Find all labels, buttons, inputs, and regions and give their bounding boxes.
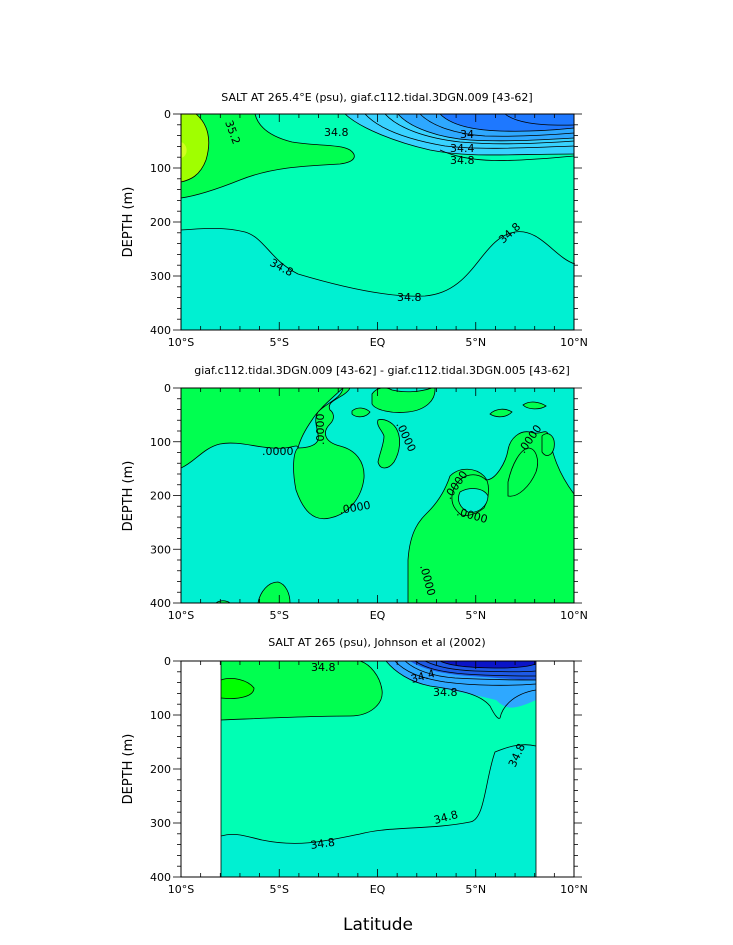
panel-2-positive-regions — [181, 388, 574, 603]
panel-3-contour-label: 34.4 — [409, 667, 436, 686]
panel-3-contour-lines — [221, 661, 536, 844]
x-tick-label: 10°N — [560, 609, 588, 622]
y-tick-label: 0 — [164, 382, 171, 395]
panel-3-axes: 10°S 5°S EQ 5°N 10°N 0 100 200 300 400 — [150, 655, 588, 896]
x-tick-label: 10°N — [560, 883, 588, 896]
panel-3-salty-region — [221, 661, 383, 720]
x-tick-label: 5°N — [465, 883, 486, 896]
panel-3-title: SALT AT 265 (psu), Johnson et al (2002) — [268, 636, 485, 649]
y-tick-label: 200 — [150, 490, 171, 503]
panel-1-saltiest-core — [181, 142, 187, 158]
y-tick-label: 100 — [150, 436, 171, 449]
y-tick-label: 200 — [150, 763, 171, 776]
panel-2-positive-region — [522, 401, 547, 410]
panel-1-axes: 10°S 5°S EQ 5°N 10°N 0 100 200 300 400 — [150, 108, 588, 349]
panel-2-y-axis-label: DEPTH (m) — [121, 461, 136, 532]
panel-2-positive-region — [377, 419, 400, 469]
x-tick-label: EQ — [370, 609, 386, 622]
y-tick-label: 300 — [150, 543, 171, 556]
panel-3-contour-label: 34.8 — [310, 836, 336, 852]
panel-2-positive-region — [257, 581, 291, 603]
panel-2-contour-field — [181, 388, 574, 603]
x-tick-label: 10°S — [168, 883, 194, 896]
y-tick-label: 100 — [150, 162, 171, 175]
panel-1-contour-lines — [180, 113, 576, 297]
y-tick-label: 300 — [150, 270, 171, 283]
panel-2-contour-label: .0000 — [262, 445, 294, 458]
panel-3-contour-label: 34.8 — [432, 808, 459, 827]
x-tick-label: 10°S — [168, 336, 194, 349]
panel-1-title: SALT AT 265.4°E (psu), giaf.c112.tidal.3… — [221, 91, 532, 104]
panel-1-contour-label: 34.8 — [450, 154, 475, 167]
panel-2-axes: 10°S 5°S EQ 5°N 10°N 0 100 200 300 400 — [150, 382, 588, 622]
panel-1-contour-label: 34.8 — [397, 291, 422, 304]
panel-3-contour-field — [221, 661, 536, 877]
panel-2-title: giaf.c112.tidal.3DGN.009 [43-62] - giaf.… — [194, 364, 570, 377]
panel-3-y-axis-label: DEPTH (m) — [121, 734, 136, 805]
y-tick-label: 400 — [150, 324, 171, 337]
x-tick-label: 5°N — [465, 336, 486, 349]
x-tick-label: 5°S — [270, 609, 289, 622]
panel-3-contour-label: 34.8 — [433, 686, 458, 699]
panel-2-contour-label: .0000 — [338, 499, 371, 517]
y-tick-label: 300 — [150, 817, 171, 830]
x-axis-label: Latitude — [343, 915, 413, 935]
y-tick-label: 200 — [150, 216, 171, 229]
panel-2-contour-label: .0000 — [314, 414, 327, 446]
x-tick-label: EQ — [370, 336, 386, 349]
x-tick-label: 5°S — [270, 883, 289, 896]
panel-2-positive-region — [541, 433, 555, 456]
y-tick-label: 100 — [150, 709, 171, 722]
panel-2-positive-region — [351, 407, 371, 418]
x-tick-label: 5°S — [270, 336, 289, 349]
panel-1-contour-label: 34.8 — [324, 126, 349, 139]
panel-2-difference: giaf.c112.tidal.3DGN.009 [43-62] - giaf.… — [121, 364, 588, 622]
panel-1-model-salinity: SALT AT 265.4°E (psu), giaf.c112.tidal.3… — [121, 91, 588, 349]
x-tick-label: 10°S — [168, 609, 194, 622]
panel-1-fresh-dark-region — [440, 114, 574, 132]
panel-1-contour-label: 34 — [460, 128, 474, 141]
panel-2-positive-region — [489, 408, 513, 418]
x-tick-label: 10°N — [560, 336, 588, 349]
panel-1-salty-region — [181, 114, 355, 198]
x-tick-label: EQ — [370, 883, 386, 896]
panel-3-contour-label: 34.8 — [311, 661, 336, 674]
panel-3-observed-salinity: SALT AT 265 (psu), Johnson et al (2002) … — [121, 636, 588, 935]
panel-1-y-axis-label: DEPTH (m) — [121, 187, 136, 258]
x-tick-label: 5°N — [465, 609, 486, 622]
panel-2-positive-region — [181, 388, 365, 520]
panel-2-positive-region — [507, 447, 538, 497]
panel-2-positive-region — [458, 488, 489, 513]
panel-1-contour-label: 34.4 — [450, 142, 475, 155]
panel-1-contour-labels: 35.2 34.8 34 34.4 34.8 34.8 34.8 34.8 — [222, 119, 523, 304]
y-tick-label: 0 — [164, 655, 171, 668]
y-tick-label: 400 — [150, 871, 171, 884]
panel-1-saltiest-region — [181, 114, 209, 182]
y-tick-label: 0 — [164, 108, 171, 121]
panel-3-saltiest-region — [221, 678, 254, 699]
y-tick-label: 400 — [150, 597, 171, 610]
